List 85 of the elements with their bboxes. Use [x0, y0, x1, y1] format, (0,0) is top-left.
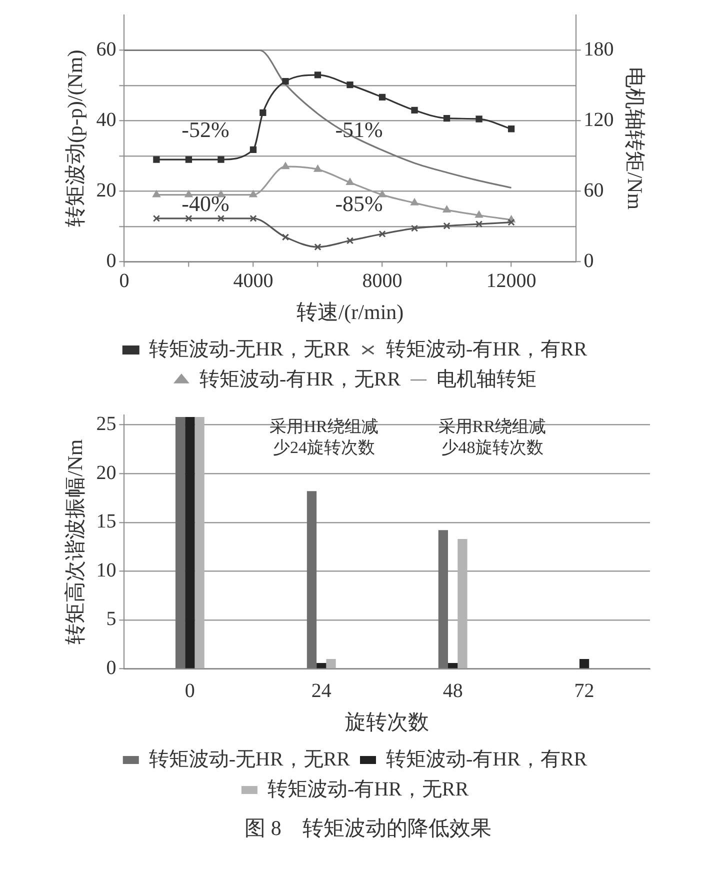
point	[378, 230, 386, 238]
y-tick-label: 10	[96, 559, 116, 582]
point	[346, 178, 354, 185]
bar	[579, 659, 590, 668]
point	[260, 109, 266, 116]
point	[410, 198, 418, 206]
x-tick-label: 24	[311, 680, 332, 702]
point	[508, 126, 515, 132]
point	[185, 156, 192, 163]
point	[346, 81, 354, 88]
annotation: -85%	[335, 190, 383, 216]
point	[249, 190, 258, 198]
y-tick-label: 40	[96, 109, 116, 132]
point	[282, 234, 290, 241]
point	[443, 222, 450, 230]
point	[152, 190, 160, 198]
x-tick-label: 8000	[362, 270, 402, 292]
point	[508, 218, 515, 226]
bar	[194, 416, 204, 668]
point	[250, 214, 257, 222]
point	[218, 156, 224, 163]
y-axis-title: 转矩高次谐波振幅/Nm	[63, 439, 88, 645]
annotation: -52%	[182, 116, 230, 142]
legend-label: 转矩波动-有HR，无RR	[267, 778, 470, 800]
y-tick-label: 0	[106, 250, 116, 272]
legend-label: 电机轴转矩	[436, 368, 537, 390]
point	[475, 220, 483, 228]
point	[411, 106, 418, 114]
y2-tick-label: 180	[584, 38, 614, 61]
legend-label: 转矩波动-无HR，无RR	[148, 338, 351, 360]
y2-axis-title: 电机轴转矩/Nm	[622, 67, 647, 210]
legend-label: 转矩波动-无HR，无RR	[148, 748, 351, 770]
annotation: -51%	[335, 116, 383, 142]
point	[314, 164, 322, 172]
x-axis-title: 旋转次数	[345, 710, 430, 734]
y-tick-label: 0	[106, 657, 116, 680]
point	[410, 224, 418, 232]
annotation: -40%	[182, 190, 230, 216]
point	[153, 156, 160, 163]
text: 图 8 转矩波动的降低效果	[244, 815, 492, 842]
y-tick-label: 60	[96, 38, 116, 61]
point	[314, 243, 322, 251]
bar	[306, 491, 317, 668]
x-tick-label: 4000	[233, 270, 274, 292]
point	[314, 72, 322, 78]
point	[346, 237, 354, 244]
y-tick-label: 5	[106, 608, 116, 630]
point	[476, 116, 482, 122]
annotation: 采用RR绕组减少48旋转次数	[438, 416, 546, 457]
point	[282, 162, 290, 170]
bar	[438, 530, 448, 668]
y2-tick-label: 60	[584, 180, 604, 202]
y-tick-label: 20	[96, 462, 116, 484]
x-tick-label: 0	[184, 680, 195, 702]
point	[250, 146, 257, 154]
point	[152, 214, 160, 222]
x-axis-title: 转速/(r/min)	[296, 300, 404, 324]
point	[378, 190, 386, 198]
point	[282, 78, 289, 85]
point	[475, 210, 483, 218]
legend-label: 转矩波动-有HR，有RR	[386, 748, 588, 770]
y-tick-label: 15	[96, 510, 116, 533]
point	[442, 205, 451, 212]
x-tick-label: 12000	[486, 270, 536, 292]
line-series	[124, 49, 512, 189]
point	[443, 114, 450, 122]
bar	[185, 416, 195, 668]
bar	[175, 416, 186, 668]
point	[185, 214, 192, 222]
bar	[458, 538, 468, 668]
point	[217, 214, 225, 222]
bar	[326, 659, 336, 668]
annotation: 采用HR绕组减少24旋转次数	[270, 416, 378, 457]
legend-label: 转矩波动-有HR，有RR	[386, 338, 588, 360]
x-tick-label: 72	[574, 680, 594, 702]
legend-label: 转矩波动-有HR，无RR	[199, 368, 402, 390]
bar	[448, 662, 458, 668]
y-tick-label: 25	[96, 413, 116, 436]
y-axis-title: 转矩波动(p-p)/(Nm)	[63, 50, 88, 228]
y-tick-label: 20	[96, 180, 116, 202]
point	[378, 94, 386, 100]
y2-tick-label: 0	[584, 250, 594, 272]
y2-tick-label: 120	[584, 109, 614, 132]
bar	[316, 662, 326, 668]
x-tick-label: 48	[442, 680, 463, 702]
